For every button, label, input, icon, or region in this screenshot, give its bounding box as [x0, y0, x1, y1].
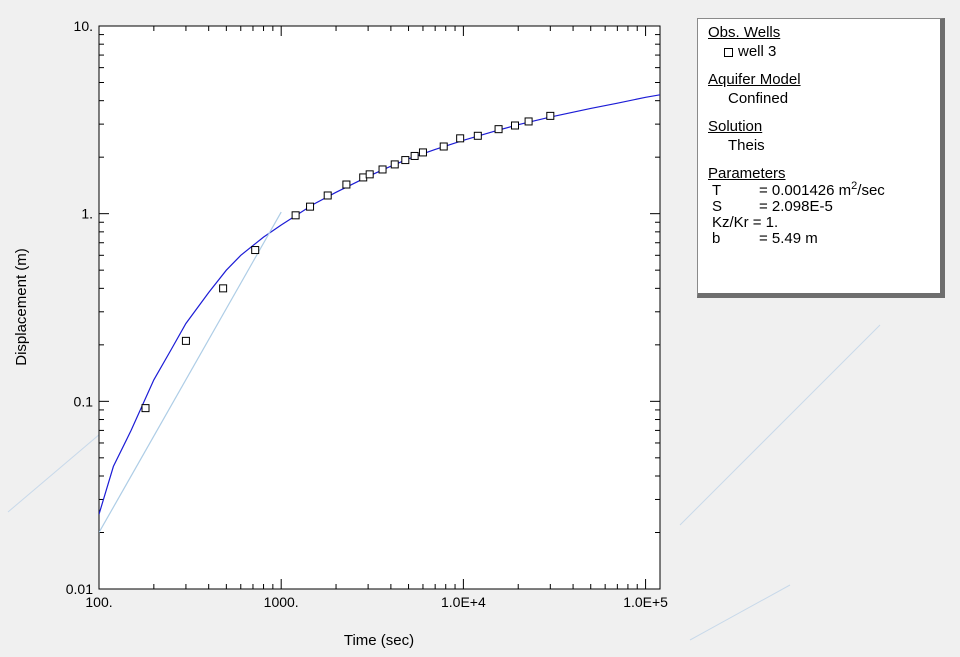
param-value: = 5.49 m — [759, 230, 818, 247]
obs-wells-header: Obs. Wells — [708, 24, 781, 41]
watermark-line — [689, 584, 791, 641]
data-point — [410, 151, 419, 160]
data-point — [251, 246, 260, 255]
watermark-line — [679, 324, 881, 526]
param-name: S — [712, 198, 723, 215]
plot-frame — [98, 25, 661, 590]
data-point — [418, 148, 427, 157]
data-point — [494, 125, 503, 134]
param-name: T — [712, 182, 722, 199]
data-point — [390, 160, 399, 169]
param-value: = 1. — [752, 214, 779, 231]
x-tick-label: 1000. — [264, 594, 299, 610]
data-point — [291, 211, 300, 220]
solution-header: Solution — [708, 118, 763, 135]
legend-item-well-3: well 3 — [708, 42, 940, 62]
data-point — [306, 202, 315, 211]
well-name: well 3 — [738, 43, 777, 60]
data-point — [359, 173, 368, 182]
data-point — [524, 117, 533, 126]
data-point — [473, 131, 482, 140]
param-row-t: T = 0.001426 m2/sec — [708, 180, 940, 199]
x-tick-label: 1.0E+5 — [623, 594, 668, 610]
data-point — [365, 170, 374, 179]
data-point — [456, 134, 465, 143]
aquifer-model-header: Aquifer Model — [708, 71, 801, 88]
param-row-s: S = 2.098E-5 — [708, 199, 940, 215]
x-tick-label: 100. — [85, 594, 112, 610]
y-tick-label: 0.01 — [66, 581, 93, 597]
series-line — [99, 211, 282, 533]
y-tick-label: 0.1 — [74, 393, 94, 409]
param-name: Kz/Kr — [712, 214, 749, 231]
series-points — [141, 111, 555, 413]
y-tick-label: 10. — [74, 18, 93, 34]
data-point — [342, 180, 351, 189]
param-name: b — [712, 230, 721, 247]
data-point — [141, 404, 150, 413]
param-row-kz-kr: Kz/Kr = 1. — [708, 215, 940, 231]
data-point — [546, 111, 555, 120]
data-point — [439, 142, 448, 151]
plot-area — [99, 94, 660, 533]
tick-labels: 100. 1000. 1.0E+4 1.0E+5 10. 1. 0.1 0.01 — [66, 18, 668, 610]
solution-value: Theis — [728, 137, 765, 154]
data-point — [323, 191, 332, 200]
data-point — [401, 156, 410, 165]
data-point — [219, 284, 228, 293]
parameters-header: Parameters — [708, 165, 786, 182]
data-point — [181, 336, 190, 345]
data-point — [378, 165, 387, 174]
param-value: = 0.001426 m2/sec — [759, 180, 885, 199]
y-axis-title: Displacement (m) — [13, 248, 30, 366]
y-tick-label: 1. — [81, 206, 93, 222]
param-row-b: b = 5.49 m — [708, 231, 940, 247]
aquifer-model-value: Confined — [728, 90, 789, 107]
axis-ticks — [98, 25, 660, 590]
x-axis-title: Time (sec) — [344, 632, 414, 649]
x-tick-label: 1.0E+4 — [441, 594, 486, 610]
legend-panel: Obs. Wells well 3 Aquifer Model Confined… — [697, 18, 945, 298]
open-square-icon — [724, 47, 733, 57]
param-value: = 2.098E-5 — [759, 198, 833, 215]
data-point — [510, 121, 519, 130]
